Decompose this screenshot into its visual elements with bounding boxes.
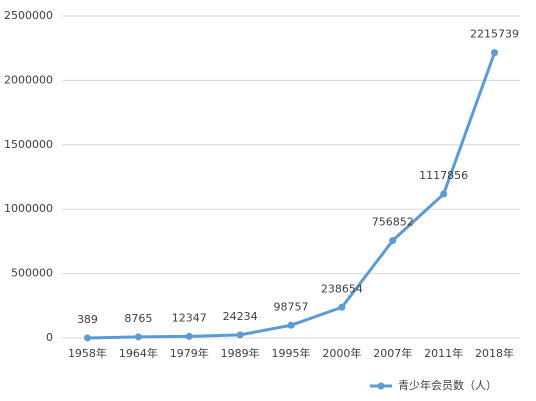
x-tick-label: 2011年 bbox=[424, 346, 463, 360]
x-tick-label: 1958年 bbox=[68, 346, 107, 360]
data-label: 12347 bbox=[172, 311, 207, 324]
data-label: 1117856 bbox=[419, 169, 468, 182]
y-tick-label: 500000 bbox=[11, 267, 53, 280]
x-tick-label: 1979年 bbox=[170, 346, 209, 360]
data-label: 756852 bbox=[372, 216, 414, 229]
x-tick-label: 2018年 bbox=[475, 346, 514, 360]
x-tick-label: 1989年 bbox=[221, 346, 260, 360]
data-point bbox=[236, 331, 244, 339]
x-tick-label: 2007年 bbox=[373, 346, 412, 360]
data-label: 24234 bbox=[223, 310, 258, 323]
data-point bbox=[134, 333, 142, 341]
legend-marker bbox=[377, 382, 385, 390]
data-point bbox=[83, 334, 91, 342]
data-point bbox=[185, 332, 193, 340]
data-label: 2215739 bbox=[470, 28, 519, 41]
data-label: 98757 bbox=[274, 300, 309, 313]
data-point bbox=[338, 303, 346, 311]
data-label: 8765 bbox=[124, 312, 152, 325]
data-point bbox=[440, 190, 448, 198]
y-tick-label: 2500000 bbox=[4, 9, 53, 22]
legend-label: 青少年会员数（人） bbox=[398, 378, 497, 392]
data-point bbox=[389, 237, 397, 245]
y-tick-label: 1500000 bbox=[4, 138, 53, 151]
data-label: 238654 bbox=[321, 282, 363, 295]
data-point bbox=[491, 49, 499, 57]
x-tick-label: 1964年 bbox=[119, 346, 158, 360]
data-point bbox=[287, 321, 295, 329]
x-tick-label: 1995年 bbox=[272, 346, 311, 360]
x-tick-label: 2000年 bbox=[322, 346, 361, 360]
data-label: 389 bbox=[77, 313, 98, 326]
y-tick-label: 0 bbox=[46, 331, 53, 344]
y-tick-label: 2000000 bbox=[4, 73, 53, 86]
y-tick-label: 1000000 bbox=[4, 202, 53, 215]
